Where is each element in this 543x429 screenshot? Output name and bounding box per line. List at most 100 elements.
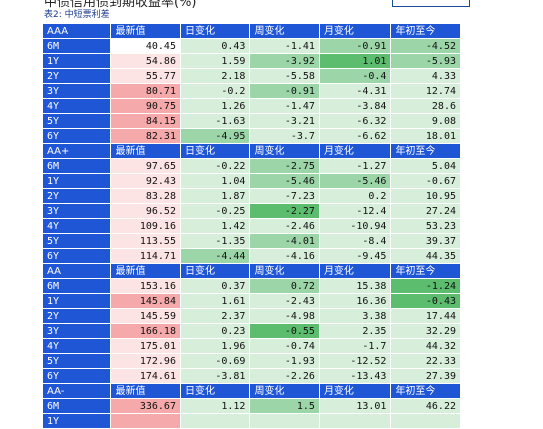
value-cell: 2.18 <box>179 68 251 84</box>
column-header: 年初至今 <box>390 263 461 279</box>
value-cell <box>390 413 461 429</box>
table-row: 5Y 113.55 -1.35 -4.01 -8.4 39.37 <box>41 233 461 249</box>
value-cell: 0.37 <box>179 278 251 294</box>
value-cell: 96.52 <box>110 203 181 219</box>
column-header: 日变化 <box>179 263 251 279</box>
value-cell: -1.63 <box>179 113 251 129</box>
value-cell: 40.45 <box>110 38 181 54</box>
table-row: 1Y 92.43 1.04 -5.46 -5.46 -0.67 <box>41 173 461 189</box>
value-cell: 46.22 <box>390 398 461 414</box>
table-row: 1Y 145.84 1.61 -2.43 16.36 -0.43 <box>41 293 461 309</box>
table-caption: 表2: 中短票利差 <box>44 10 110 20</box>
value-cell: -9.45 <box>318 248 392 264</box>
value-cell: -8.4 <box>318 233 392 249</box>
value-cell: 1.04 <box>179 173 251 189</box>
value-cell: 113.55 <box>110 233 181 249</box>
value-cell: 80.71 <box>110 83 181 99</box>
value-cell: -6.32 <box>318 113 392 129</box>
value-cell: -0.25 <box>179 203 251 219</box>
value-cell: 13.01 <box>318 398 392 414</box>
column-header: 日变化 <box>179 143 251 159</box>
table-row: 6Y 82.31 -4.95 -3.7 -6.62 18.01 <box>41 128 461 144</box>
value-cell: 16.36 <box>318 293 392 309</box>
table-row: 2Y 55.77 2.18 -5.58 -0.4 4.33 <box>41 68 461 84</box>
value-cell: -5.46 <box>318 173 392 189</box>
value-cell: -1.27 <box>318 158 392 174</box>
tenor-label: 5Y <box>41 113 112 129</box>
value-cell: -4.01 <box>249 233 320 249</box>
value-cell: -1.93 <box>249 353 320 369</box>
tenor-label: 1Y <box>41 413 112 429</box>
value-cell: -0.43 <box>390 293 461 309</box>
group-header-row: AA 最新值 日变化 周变化 月变化 年初至今 <box>41 263 461 279</box>
column-header: 最新值 <box>110 383 181 399</box>
value-cell: 145.59 <box>110 308 181 324</box>
value-cell: -10.94 <box>318 218 392 234</box>
value-cell: 172.96 <box>110 353 181 369</box>
table-row: 6M 153.16 0.37 0.72 15.38 -1.24 <box>41 278 461 294</box>
value-cell: 27.24 <box>390 203 461 219</box>
column-header: 日变化 <box>179 23 251 39</box>
value-cell: -2.43 <box>249 293 320 309</box>
value-cell: -5.58 <box>249 68 320 84</box>
value-cell: 1.26 <box>179 98 251 114</box>
value-cell: -0.67 <box>390 173 461 189</box>
value-cell: 90.75 <box>110 98 181 114</box>
tenor-label: 6M <box>41 38 112 54</box>
value-cell: -0.91 <box>249 83 320 99</box>
value-cell: -1.24 <box>390 278 461 294</box>
value-cell: 39.37 <box>390 233 461 249</box>
column-header: 月变化 <box>318 263 392 279</box>
table-row: 2Y 145.59 2.37 -4.98 3.38 17.44 <box>41 308 461 324</box>
value-cell: 1.59 <box>179 53 251 69</box>
column-header: 最新值 <box>110 143 181 159</box>
tenor-label: 3Y <box>41 323 112 339</box>
value-cell: 15.38 <box>318 278 392 294</box>
group-header-row: AAA 最新值 日变化 周变化 月变化 年初至今 <box>41 23 461 39</box>
value-cell: -0.55 <box>249 323 320 339</box>
tenor-label: 2Y <box>41 308 112 324</box>
value-cell: 10.95 <box>390 188 461 204</box>
value-cell: 0.2 <box>318 188 392 204</box>
value-cell: 32.29 <box>390 323 461 339</box>
value-cell: 1.12 <box>179 398 251 414</box>
column-header: 月变化 <box>318 23 392 39</box>
report-header: 中债信用债到期收益率(%) 表2: 中短票利差 <box>0 0 543 22</box>
spread-table: AAA 最新值 日变化 周变化 月变化 年初至今 6M 40.45 0.43 -1.41 -0.91… <box>41 23 461 429</box>
value-cell: -0.91 <box>318 38 392 54</box>
value-cell: 1.5 <box>249 398 320 414</box>
value-cell: 3.38 <box>318 308 392 324</box>
value-cell: -1.41 <box>249 38 320 54</box>
column-header: 周变化 <box>249 143 320 159</box>
table-row: 6M 40.45 0.43 -1.41 -0.91 -4.52 <box>41 38 461 54</box>
tenor-label: 3Y <box>41 203 112 219</box>
value-cell: 175.01 <box>110 338 181 354</box>
value-cell: -4.98 <box>249 308 320 324</box>
value-cell: -4.16 <box>249 248 320 264</box>
value-cell: -0.2 <box>179 83 251 99</box>
value-cell: -12.4 <box>318 203 392 219</box>
value-cell: -6.62 <box>318 128 392 144</box>
value-cell: -2.27 <box>249 203 320 219</box>
value-cell: -0.4 <box>318 68 392 84</box>
value-cell: 4.33 <box>390 68 461 84</box>
column-header: 最新值 <box>110 263 181 279</box>
spread-table-body: AAA 最新值 日变化 周变化 月变化 年初至今 6M 40.45 0.43 -1.41 -0.91… <box>41 23 461 429</box>
report-title: 中债信用债到期收益率(%) <box>44 0 197 10</box>
table-row: 5Y 84.15 -1.63 -3.21 -6.32 9.08 <box>41 113 461 129</box>
value-cell: -4.95 <box>179 128 251 144</box>
value-cell: 83.28 <box>110 188 181 204</box>
value-cell: -1.47 <box>249 98 320 114</box>
value-cell: 5.04 <box>390 158 461 174</box>
table-row: 4Y 109.16 1.42 -2.46 -10.94 53.23 <box>41 218 461 234</box>
column-header: 年初至今 <box>390 143 461 159</box>
value-cell: 1.01 <box>318 53 392 69</box>
value-cell: -5.46 <box>249 173 320 189</box>
rating-grade-label: AA <box>41 263 112 279</box>
tenor-label: 2Y <box>41 188 112 204</box>
value-cell: -3.21 <box>249 113 320 129</box>
value-cell: 174.61 <box>110 368 181 384</box>
column-header: 日变化 <box>179 383 251 399</box>
column-header: 周变化 <box>249 383 320 399</box>
value-cell: -7.23 <box>249 188 320 204</box>
